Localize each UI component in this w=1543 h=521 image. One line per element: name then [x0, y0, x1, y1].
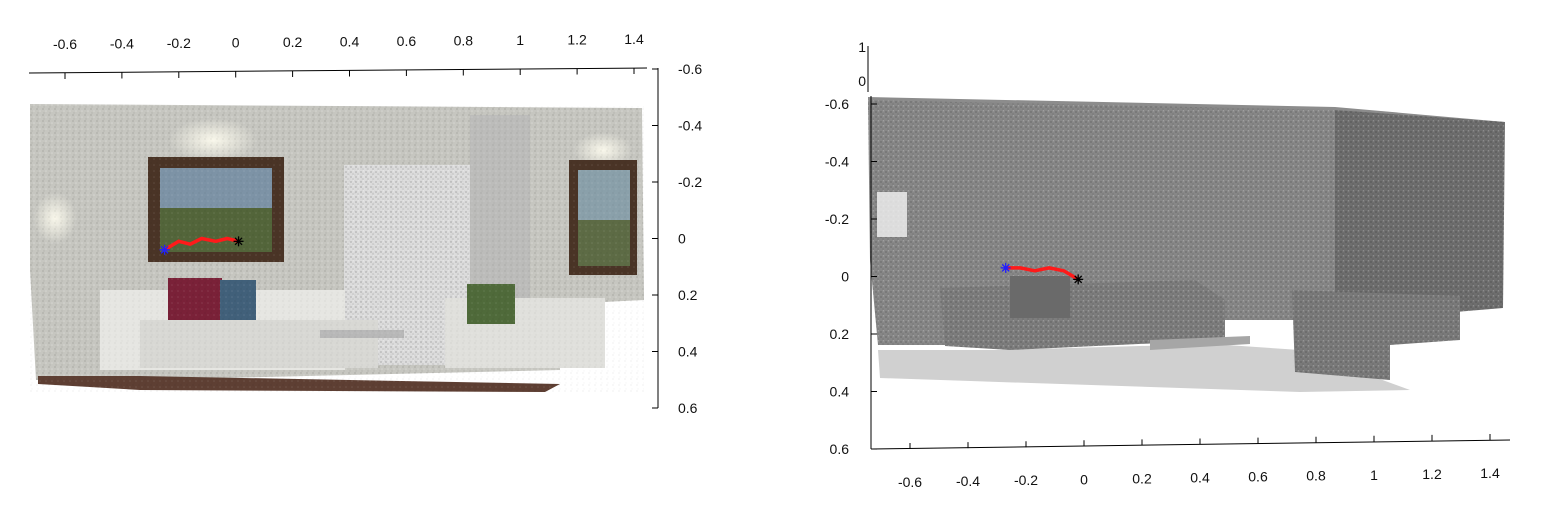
left-y-tick-label: -0.6: [678, 61, 702, 77]
left-start-star-stroke: [160, 245, 169, 254]
left-trajectory-line: [162, 236, 241, 252]
right-y-tick-label: -0.6: [825, 96, 849, 112]
right-y-tick-label: -0.2: [825, 211, 849, 227]
right-y-tick-label: 0.6: [830, 441, 850, 457]
left-axes: -0.6 -0.4 -0.2 0 0.2 0.4 0.6 0.8 1 1.2 1.4 -0.6 -0.…: [28, 31, 702, 416]
right-x-tick-label: 0.2: [1132, 470, 1152, 486]
right-x-tick-label: 0.8: [1306, 468, 1326, 484]
left-x-tick-label: 1: [516, 32, 524, 48]
right-y-tick-label: 0.2: [830, 326, 850, 342]
right-trajectory-line: [1003, 266, 1080, 282]
right-x-tick-label: 0.4: [1190, 470, 1210, 486]
left-x-tick-label: 0.2: [283, 34, 303, 50]
left-y-tick-label: 0.6: [678, 400, 698, 416]
right-z-tick-label: 0: [858, 73, 866, 89]
right-x-tick-label: -0.2: [1014, 472, 1038, 488]
left-trajectory-end-marker: [233, 236, 244, 247]
left-y-tick-label: 0.4: [678, 344, 698, 360]
left-y-tick-label: -0.4: [678, 118, 702, 134]
right-x-tick-label: -0.6: [898, 474, 922, 490]
left-point-cloud: [30, 104, 644, 392]
right-chart: -0.6 -0.4 -0.2 0 0.2 0.4 0.6 0.8 1 1.2 1.4 -0.6 -0.…: [825, 39, 1511, 490]
right-trajectory-start-marker: [1000, 262, 1011, 273]
left-x-tick-label: 0.4: [340, 34, 360, 50]
right-y-tick-label: 0: [841, 269, 849, 285]
right-start-star-stroke: [1001, 263, 1010, 272]
right-y-tick-label: -0.4: [825, 154, 849, 170]
right-x-axis-line: [871, 439, 1511, 450]
left-x-tick-label: -0.6: [53, 36, 77, 52]
left-x-tick-label: 1.2: [567, 32, 587, 48]
right-end-star-stroke: [1074, 275, 1083, 284]
right-x-tick-label: -0.4: [956, 473, 980, 489]
left-y-tick-label: -0.2: [678, 174, 702, 190]
right-axes: -0.6 -0.4 -0.2 0 0.2 0.4 0.6 0.8 1 1.2 1.4 -0.6 -0.…: [825, 39, 1511, 490]
right-x-tick-label: 0: [1080, 471, 1088, 487]
right-x-tick-label: 1.2: [1422, 466, 1442, 482]
left-y-tick-label: 0.2: [678, 287, 698, 303]
left-x-tick-label: -0.2: [167, 35, 191, 51]
left-x-tick-label: 0.8: [454, 33, 474, 49]
right-trajectory-end-marker: [1073, 274, 1084, 285]
right-point-cloud: [868, 97, 1505, 392]
left-trajectory: [159, 236, 244, 255]
right-x-tick-label: 1.4: [1480, 465, 1500, 481]
right-z-tick-label: 1: [858, 39, 866, 55]
left-y-tick-label: 0: [678, 231, 686, 247]
left-x-tick-label: -0.4: [110, 36, 134, 52]
left-end-star-stroke: [234, 237, 243, 246]
left-x-tick-label: 0.6: [397, 33, 417, 49]
right-x-tick-label: 1: [1370, 467, 1378, 483]
left-x-tick-label: 1.4: [624, 31, 644, 47]
right-x-tick-label: 0.6: [1248, 469, 1268, 485]
left-trajectory-start-marker: [159, 244, 170, 255]
left-x-tick-label: 0: [232, 35, 240, 51]
left-x-axis-line: [28, 67, 648, 74]
right-trajectory: [1000, 262, 1084, 285]
left-chart: -0.6 -0.4 -0.2 0 0.2 0.4 0.6 0.8 1 1.2 1.4 -0.6 -0.…: [28, 31, 702, 416]
right-y-tick-label: 0.4: [830, 384, 850, 400]
